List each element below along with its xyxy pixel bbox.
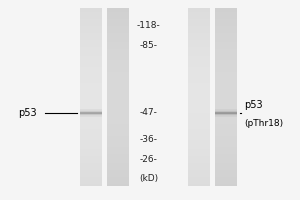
Text: 2: 2 xyxy=(115,0,121,2)
Text: p53: p53 xyxy=(244,100,263,110)
Text: p53: p53 xyxy=(18,108,37,118)
Text: 3: 3 xyxy=(196,0,202,2)
Text: -36-: -36- xyxy=(140,134,158,144)
Text: 1: 1 xyxy=(88,0,94,2)
Text: (kD): (kD) xyxy=(139,174,158,184)
Text: -47-: -47- xyxy=(140,108,158,117)
Text: -118-: -118- xyxy=(136,21,160,30)
Text: -26-: -26- xyxy=(140,156,158,164)
Text: 4: 4 xyxy=(223,0,229,2)
Text: (pThr18): (pThr18) xyxy=(244,119,284,129)
Text: -85-: -85- xyxy=(140,40,158,49)
